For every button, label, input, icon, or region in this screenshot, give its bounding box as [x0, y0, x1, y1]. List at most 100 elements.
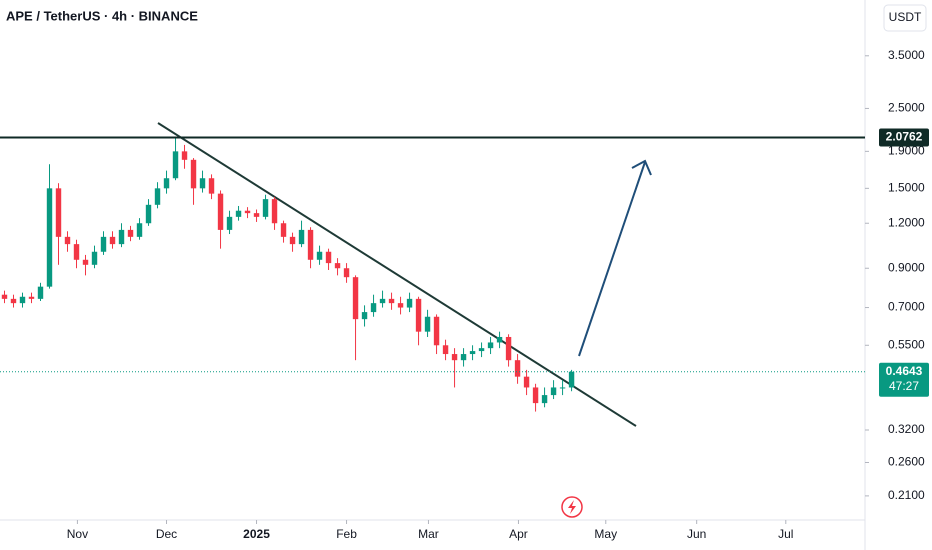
- candle-body: [568, 371, 575, 388]
- candle-body: [523, 376, 530, 388]
- candle-body: [505, 336, 512, 361]
- candle-body: [163, 178, 170, 189]
- candle-body: [478, 348, 485, 352]
- x-tick-label: 2025: [243, 527, 270, 541]
- candle-body: [298, 229, 305, 245]
- y-tick-label: 0.3200: [888, 422, 925, 436]
- candle-body: [406, 298, 413, 308]
- candle-body: [514, 360, 521, 377]
- candle-body: [532, 387, 539, 404]
- level-tag: [879, 128, 929, 147]
- x-tick-label: Mar: [418, 527, 439, 541]
- candle-body: [37, 286, 44, 299]
- candle-body: [127, 229, 134, 237]
- candle-body: [442, 345, 449, 355]
- candle-body: [397, 303, 404, 308]
- candle-body: [136, 223, 143, 237]
- event-bolt: [568, 500, 576, 514]
- candle-body: [253, 213, 260, 217]
- y-tick-label: 1.5000: [888, 181, 925, 195]
- candle-body: [559, 387, 566, 389]
- candle-body: [388, 298, 395, 304]
- candle-body: [415, 298, 422, 332]
- x-tick-label: May: [594, 527, 617, 541]
- candle-body: [226, 216, 233, 230]
- candle-body: [352, 277, 359, 320]
- candle-body: [541, 395, 548, 404]
- candle-body: [370, 303, 377, 313]
- candle-body: [208, 178, 215, 194]
- candle-body: [469, 351, 476, 355]
- candle-body: [100, 236, 107, 252]
- candle-body: [109, 236, 116, 245]
- currency-label: USDT: [889, 10, 922, 24]
- x-tick-label: Feb: [336, 527, 357, 541]
- candle-body: [154, 188, 161, 205]
- candle-body: [1, 294, 8, 299]
- level-label: 2.0762: [886, 130, 923, 144]
- candle-body: [10, 298, 17, 304]
- candle-body: [217, 193, 224, 230]
- candle-body: [487, 342, 494, 349]
- candle-body: [460, 354, 467, 361]
- x-tick-label: Jul: [778, 527, 793, 541]
- candle-body: [64, 236, 71, 245]
- candle-body: [262, 199, 269, 217]
- y-tick-label: 0.2600: [888, 455, 925, 469]
- candle-body: [325, 251, 332, 264]
- candle-body: [91, 251, 98, 265]
- candle-body: [307, 229, 314, 260]
- candle-body: [424, 316, 431, 332]
- y-tick-label: 1.2000: [888, 215, 925, 229]
- candle-body: [334, 263, 341, 269]
- candle-body: [82, 259, 89, 265]
- y-tick-label: 0.5500: [888, 337, 925, 351]
- candle-body: [379, 298, 386, 304]
- candle-body: [19, 296, 26, 304]
- candle-body: [172, 151, 179, 179]
- last-price-label: 0.4643: [886, 364, 923, 378]
- x-tick-label: Dec: [156, 527, 177, 541]
- candle-body: [145, 204, 152, 224]
- arrow-head: [631, 159, 652, 176]
- currency-button[interactable]: [883, 4, 927, 32]
- x-tick-label: Nov: [67, 527, 88, 541]
- candle-body: [190, 159, 197, 189]
- y-tick-label: 0.9000: [888, 260, 925, 274]
- y-tick-label: 0.7000: [888, 300, 925, 314]
- event-icon[interactable]: [561, 496, 583, 518]
- candle-body: [451, 354, 458, 361]
- candle-body: [28, 296, 35, 299]
- candle-body: [361, 312, 368, 320]
- candle-body: [73, 244, 80, 260]
- trend-line: [157, 122, 637, 427]
- candle-body: [271, 199, 278, 224]
- candle-body: [316, 251, 323, 260]
- candle-body: [181, 151, 188, 160]
- arrow-shaft: [578, 161, 646, 357]
- candle-body: [280, 223, 287, 237]
- countdown-label: 47:27: [889, 379, 919, 393]
- y-tick-label: 0.2100: [888, 488, 925, 502]
- chart-title: APE / TetherUS · 4h · BINANCE: [6, 8, 198, 23]
- x-tick-label: Jun: [687, 527, 706, 541]
- candle-body: [118, 229, 125, 245]
- x-tick-label: Apr: [509, 527, 528, 541]
- candle-body: [496, 336, 503, 343]
- candle-body: [343, 268, 350, 278]
- plot-layer: 3.5000 2.5000 1.9000 1.5000 1.2000 0.9000 0.70…: [0, 48, 929, 541]
- last-price-tag: [879, 362, 929, 397]
- y-tick-label: 3.5000: [888, 48, 925, 62]
- candle-body: [46, 188, 53, 287]
- candle-body: [55, 188, 62, 237]
- candle-body: [550, 387, 557, 396]
- y-tick-label: 2.5000: [888, 101, 925, 115]
- candle-body: [289, 236, 296, 245]
- candle-body: [199, 178, 206, 189]
- candle-body: [433, 316, 440, 346]
- candle-body: [235, 210, 242, 217]
- candle-body: [244, 210, 251, 214]
- y-tick-label: 1.9000: [888, 144, 925, 158]
